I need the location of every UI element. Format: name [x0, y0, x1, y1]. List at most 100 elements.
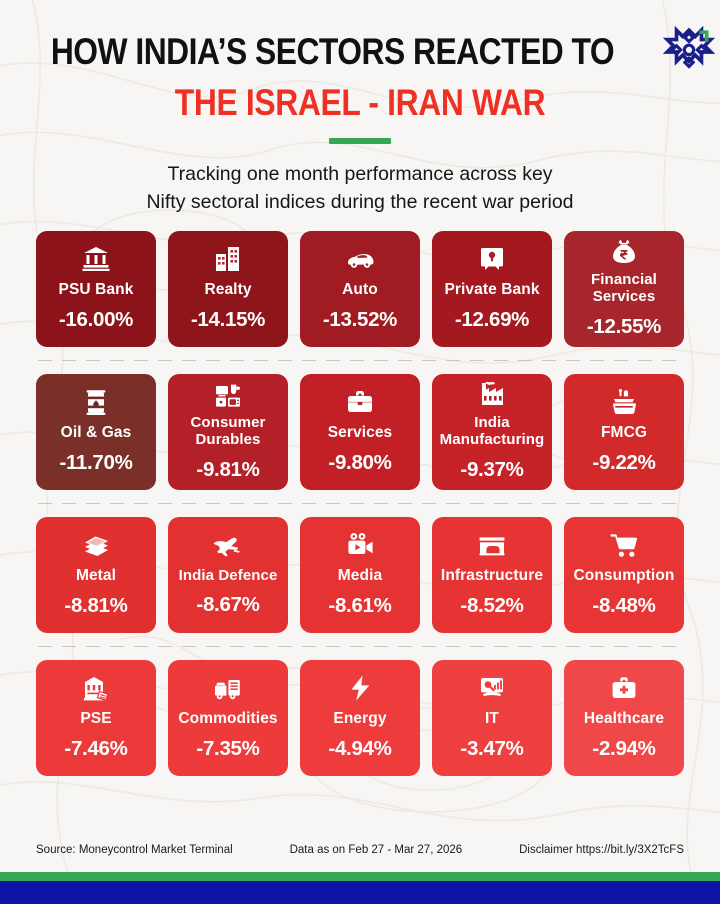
film-camera-icon [348, 533, 373, 555]
sector-name: PSU Bank [58, 281, 134, 299]
sector-card[interactable]: Realty -14.15% [168, 230, 288, 347]
oil-barrel-icon [86, 390, 106, 416]
sector-card[interactable]: Consumer Durables -9.81% [168, 373, 288, 490]
sector-name: Media [337, 567, 383, 585]
sector-card[interactable]: Consumption -8.48% [564, 516, 684, 633]
sector-card[interactable]: India Defence -8.67% [168, 516, 288, 633]
sector-name: Services [327, 424, 393, 442]
sector-card[interactable]: Infrastructure -8.52% [432, 516, 552, 633]
government-building-icon [84, 677, 109, 702]
factory-icon [482, 382, 503, 406]
sector-icon-wrap [82, 387, 110, 417]
briefcase-icon [348, 391, 372, 413]
page-title-line1: HOW INDIA’S SECTORS REACTED TO [50, 31, 614, 72]
sector-icon-wrap [214, 380, 242, 408]
sector-icon-wrap [478, 244, 506, 274]
fighter-jet-icon [214, 537, 240, 557]
sector-value: -3.47% [460, 736, 524, 760]
sector-grid: PSU Bank -16.00% Realty -14.15% Auto -13.52% P… [0, 217, 720, 828]
sector-name: Energy [333, 710, 387, 728]
sector-icon-wrap [214, 531, 242, 561]
sector-icon-wrap [214, 244, 242, 274]
sector-card[interactable]: IT -3.47% [432, 659, 552, 776]
sector-icon-wrap [82, 244, 110, 274]
sector-name: India Manufacturing [439, 414, 545, 449]
cargo-truck-icon [215, 680, 240, 700]
footer-disclaimer[interactable]: Disclaimer https://bit.ly/3X2TcFS [519, 844, 684, 856]
page-subtitle-line2: Nifty sectoral indices during the recent… [146, 191, 574, 214]
sector-value: -7.46% [64, 736, 128, 760]
sector-card[interactable]: Auto -13.52% [300, 230, 420, 347]
sector-card[interactable]: Private Bank -12.69% [432, 230, 552, 347]
shopping-cart-icon [610, 534, 637, 558]
sector-card[interactable]: PSU Bank -16.00% [36, 230, 156, 347]
sector-name: Consumer Durables [190, 414, 266, 449]
sector-icon-wrap [610, 673, 638, 703]
footer-green-bar [0, 872, 720, 881]
sector-card[interactable]: Commodities -7.35% [168, 659, 288, 776]
sector-card[interactable]: Healthcare -2.94% [564, 659, 684, 776]
sector-card[interactable]: Financial Services -12.55% [564, 230, 684, 347]
bank-icon [82, 247, 110, 272]
money-bag-icon [613, 239, 635, 264]
sector-value: -2.94% [592, 736, 656, 760]
moneycontrol-logo-icon [663, 26, 716, 69]
medical-kit-icon [612, 677, 636, 699]
sector-card[interactable]: PSE -7.46% [36, 659, 156, 776]
sector-card[interactable]: Energy -4.94% [300, 659, 420, 776]
vault-lock-icon [481, 248, 503, 271]
sector-value: -8.81% [64, 593, 128, 617]
sector-name: Infrastructure [440, 567, 544, 585]
lightning-bolt-icon [351, 675, 370, 701]
sector-name: Realty [204, 281, 252, 299]
sector-icon-wrap [610, 530, 638, 560]
food-container-icon [612, 389, 637, 415]
sector-card[interactable]: India Manufacturing -9.37% [432, 373, 552, 490]
sector-name: Private Bank [444, 281, 540, 299]
sector-value: -9.80% [328, 450, 392, 474]
sector-card[interactable]: Media -8.61% [300, 516, 420, 633]
sector-card[interactable]: Oil & Gas -11.70% [36, 373, 156, 490]
row-separator [38, 359, 682, 361]
sector-name: Metal [75, 567, 117, 585]
sector-value: -7.35% [196, 736, 260, 760]
sector-name: PSE [80, 710, 112, 728]
sector-value: -12.69% [454, 307, 530, 331]
sector-icon-wrap [82, 673, 110, 703]
sector-icon-wrap [610, 237, 638, 265]
sector-value: -8.52% [460, 593, 524, 617]
row-separator [38, 502, 682, 504]
sector-icon-wrap [82, 530, 110, 560]
header: HOW INDIA’S SECTORS REACTED TO THE ISRAE… [0, 0, 720, 217]
sector-card[interactable]: Metal -8.81% [36, 516, 156, 633]
sector-name: Oil & Gas [60, 424, 132, 442]
sector-value: -9.81% [196, 457, 260, 481]
page-subtitle-line1: Tracking one month performance across ke… [167, 163, 553, 185]
sector-icon-wrap [346, 244, 374, 274]
sector-name: Auto [342, 281, 378, 299]
sector-value: -12.55% [586, 314, 662, 338]
sector-icon-wrap [214, 673, 242, 703]
sector-name: India Defence [178, 566, 278, 584]
sector-value: -8.67% [196, 593, 260, 617]
sector-value: -16.00% [58, 307, 134, 331]
sector-card[interactable]: FMCG -9.22% [564, 373, 684, 490]
row-separator [38, 645, 682, 647]
sector-name: Commodities [178, 710, 278, 728]
sector-icon-wrap [346, 387, 374, 417]
sector-value: -9.22% [592, 450, 656, 474]
sector-card[interactable]: Services -9.80% [300, 373, 420, 490]
footer-data-date: Data as on Feb 27 - Mar 27, 2026 [289, 844, 463, 856]
sector-value: -14.15% [190, 307, 266, 331]
sector-icon-wrap [478, 530, 506, 560]
sector-icon-wrap [478, 380, 506, 408]
sector-value: -8.61% [328, 593, 392, 617]
sector-row: PSU Bank -16.00% Realty -14.15% Auto -13.52% P… [36, 230, 684, 347]
buildings-icon [216, 247, 239, 272]
sector-name: IT [485, 710, 499, 728]
appliances-icon [216, 384, 240, 407]
page-title-line2: THE ISRAEL - IRAN WAR [174, 82, 546, 123]
sector-row: Metal -8.81% India Defence -8.67% Media -8.61… [36, 516, 684, 633]
sector-value: -8.48% [592, 593, 656, 617]
